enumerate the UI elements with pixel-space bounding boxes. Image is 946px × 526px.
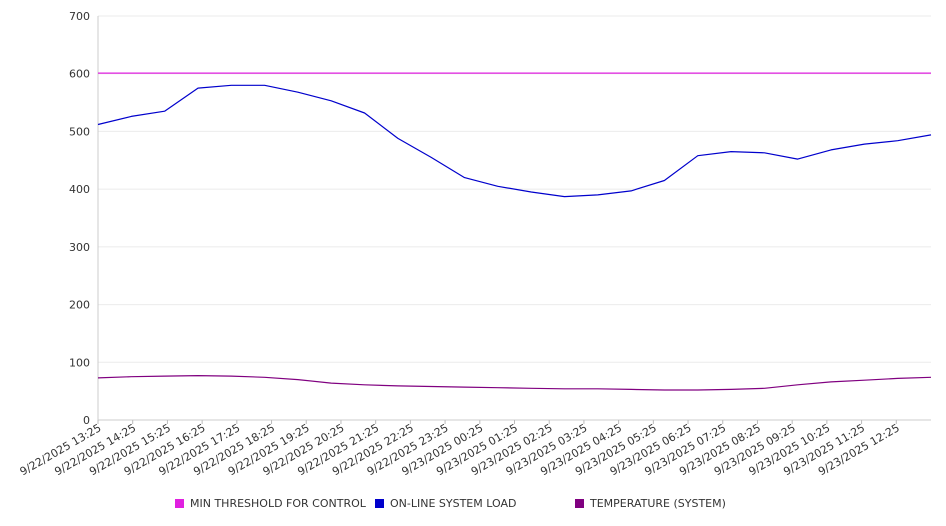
legend-item-temperature[interactable]: TEMPERATURE (SYSTEM): [575, 497, 726, 510]
y-tick-label: 200: [69, 299, 90, 312]
y-tick-label: 0: [83, 414, 90, 427]
legend-swatch-threshold: [175, 499, 184, 508]
legend-item-load[interactable]: ON-LINE SYSTEM LOAD: [375, 497, 516, 510]
legend-swatch-load: [375, 499, 384, 508]
y-tick-label: 700: [69, 10, 90, 23]
y-tick-label: 600: [69, 68, 90, 81]
legend-label-threshold: MIN THRESHOLD FOR CONTROL: [190, 497, 366, 510]
y-tick-label: 100: [69, 356, 90, 369]
grid-lines: [98, 15, 931, 363]
y-tick-label: 400: [69, 183, 90, 196]
series-temperature-line: [97, 375, 932, 391]
y-tick-label: 300: [69, 241, 90, 254]
legend-label-load: ON-LINE SYSTEM LOAD: [390, 497, 517, 510]
x-tick-labels: 9/22/2025 13:259/22/2025 14:259/22/2025 …: [18, 420, 902, 478]
legend: MIN THRESHOLD FOR CONTROL ON-LINE SYSTEM…: [0, 497, 946, 515]
series-lines: [97, 72, 932, 391]
y-tick-labels: 0 100 200 300 400 500 600 700: [69, 10, 90, 427]
legend-swatch-temperature: [575, 499, 584, 508]
axes: [97, 16, 931, 421]
legend-label-temperature: TEMPERATURE (SYSTEM): [590, 497, 726, 510]
legend-item-threshold[interactable]: MIN THRESHOLD FOR CONTROL: [175, 497, 366, 510]
series-load-line: [97, 84, 932, 198]
y-tick-label: 500: [69, 125, 90, 138]
